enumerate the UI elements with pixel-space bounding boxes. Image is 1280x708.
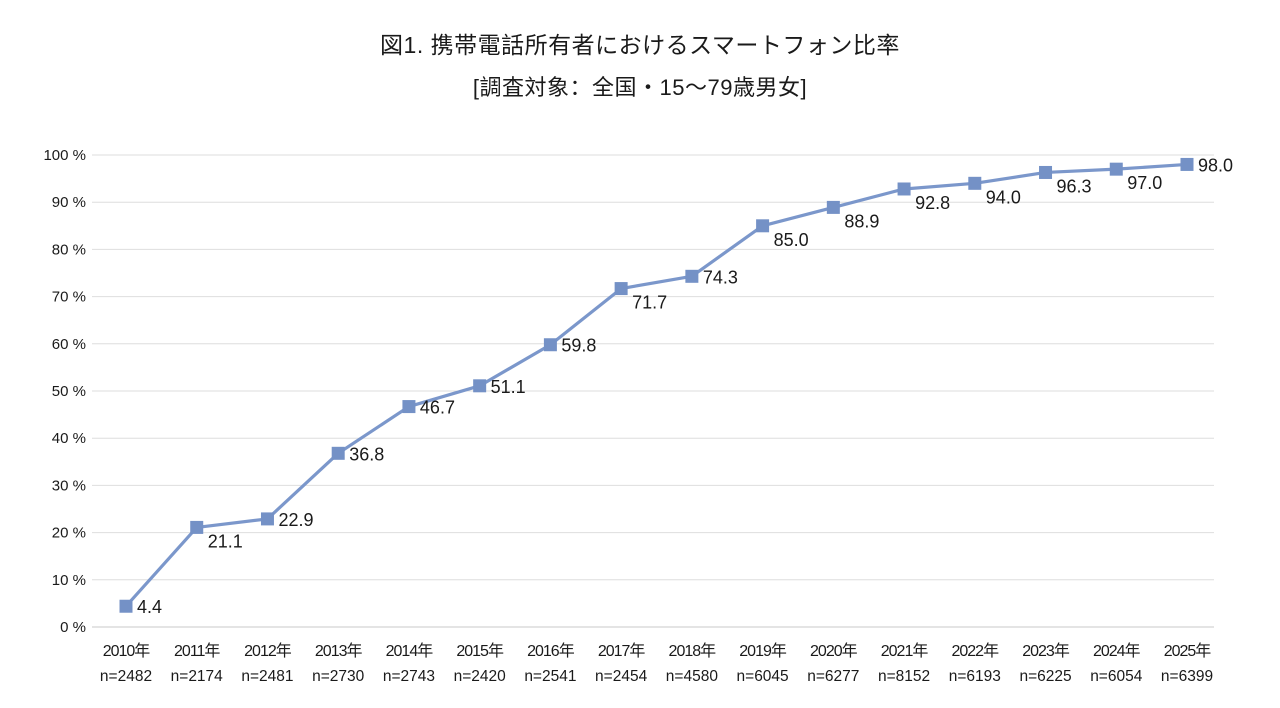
x-axis-n-label: n=6054	[1090, 668, 1143, 685]
y-axis-tick-label: 100 %	[43, 147, 86, 164]
y-axis-tick-label: 70 %	[52, 289, 86, 306]
data-point-label: 74.3	[703, 267, 738, 287]
data-point-marker[interactable]	[685, 269, 699, 283]
data-point-label: 98.0	[1198, 155, 1233, 175]
x-axis-n-label: n=8152	[878, 668, 930, 685]
x-axis-n-label: n=2482	[100, 668, 152, 685]
x-axis-n-label: n=2420	[454, 668, 507, 685]
x-axis-n-label: n=6225	[1019, 668, 1071, 685]
x-axis-year-label: 2012年	[244, 642, 292, 660]
data-point-marker[interactable]	[1109, 162, 1123, 176]
x-axis-year-label: 2015年	[456, 642, 504, 660]
data-point-marker[interactable]	[402, 400, 416, 414]
x-axis-year-label: 2019年	[739, 642, 787, 660]
data-point-marker[interactable]	[756, 219, 770, 233]
data-point-marker[interactable]	[331, 446, 345, 460]
data-point-label: 96.3	[1057, 176, 1092, 196]
data-point-label: 92.8	[915, 193, 950, 213]
x-axis-year-label: 2014年	[386, 642, 434, 660]
x-axis-year-label: 2010年	[103, 642, 151, 660]
x-axis-n-label: n=2730	[312, 668, 365, 685]
x-axis-n-label: n=2541	[524, 668, 576, 685]
data-point-label: 71.7	[632, 293, 667, 313]
x-axis-n-label: n=6193	[949, 668, 1001, 685]
chart-title: 図1. 携帯電話所有者におけるスマートフォン比率	[380, 32, 900, 58]
x-axis-year-label: 2021年	[881, 642, 929, 660]
y-axis-tick-label: 60 %	[52, 336, 86, 353]
x-axis-n-label: n=2174	[171, 668, 224, 685]
y-axis-tick-label: 90 %	[52, 194, 86, 211]
data-point-marker[interactable]	[1039, 165, 1053, 179]
x-axis-n-label: n=4580	[666, 668, 719, 685]
y-axis-tick-label: 10 %	[52, 572, 86, 589]
x-axis-year-label: 2020年	[810, 642, 858, 660]
y-axis-tick-label: 30 %	[52, 477, 86, 494]
x-axis-year-label: 2022年	[951, 642, 999, 660]
x-axis-n-label: n=6399	[1161, 668, 1213, 685]
series-line	[124, 162, 1188, 608]
x-axis-year-label: 2025年	[1164, 642, 1212, 660]
x-axis-year-label: 2023年	[1022, 642, 1070, 660]
x-axis-year-label: 2013年	[315, 642, 363, 660]
data-point-marker[interactable]	[543, 338, 557, 352]
data-point-label: 22.9	[278, 510, 313, 530]
data-point-marker[interactable]	[260, 512, 274, 526]
x-axis-year-label: 2011年	[174, 642, 220, 660]
data-point-marker[interactable]	[968, 176, 982, 190]
data-point-label: 51.1	[491, 377, 526, 397]
data-point-label: 36.8	[349, 444, 384, 464]
data-point-marker[interactable]	[614, 282, 628, 296]
x-axis-n-label: n=6045	[737, 668, 789, 685]
x-axis-year-label: 2017年	[598, 642, 646, 660]
data-point-label: 85.0	[774, 230, 809, 250]
x-axis-n-label: n=2481	[241, 668, 293, 685]
y-axis-tick-label: 0 %	[60, 619, 86, 636]
y-axis-tick-label: 50 %	[52, 383, 86, 400]
y-axis-tick-label: 40 %	[52, 430, 86, 447]
x-axis-year-label: 2024年	[1093, 642, 1141, 660]
data-point-marker[interactable]	[119, 599, 133, 613]
data-point-marker[interactable]	[897, 182, 911, 196]
y-axis-tick-label: 80 %	[52, 241, 86, 258]
x-axis-n-label: n=2454	[595, 668, 648, 685]
data-point-label: 21.1	[208, 531, 243, 551]
data-point-marker[interactable]	[473, 379, 487, 393]
y-axis-tick-label: 20 %	[52, 525, 86, 542]
x-axis-n-label: n=6277	[807, 668, 859, 685]
data-point-marker[interactable]	[190, 520, 204, 534]
x-axis-year-label: 2016年	[527, 642, 575, 660]
data-point-label: 46.7	[420, 398, 455, 418]
chart-subtitle: [調査対象：全国・15〜79歳男女]	[472, 75, 808, 100]
data-point-marker[interactable]	[1180, 157, 1194, 171]
data-point-label: 94.0	[986, 187, 1021, 207]
data-point-label: 88.9	[844, 211, 879, 231]
data-point-label: 97.0	[1127, 173, 1162, 193]
data-point-label: 4.4	[137, 597, 162, 617]
data-point-label: 59.8	[561, 336, 596, 356]
data-point-marker[interactable]	[826, 200, 840, 214]
x-axis-n-label: n=2743	[383, 668, 435, 685]
x-axis-year-label: 2018年	[669, 642, 717, 660]
